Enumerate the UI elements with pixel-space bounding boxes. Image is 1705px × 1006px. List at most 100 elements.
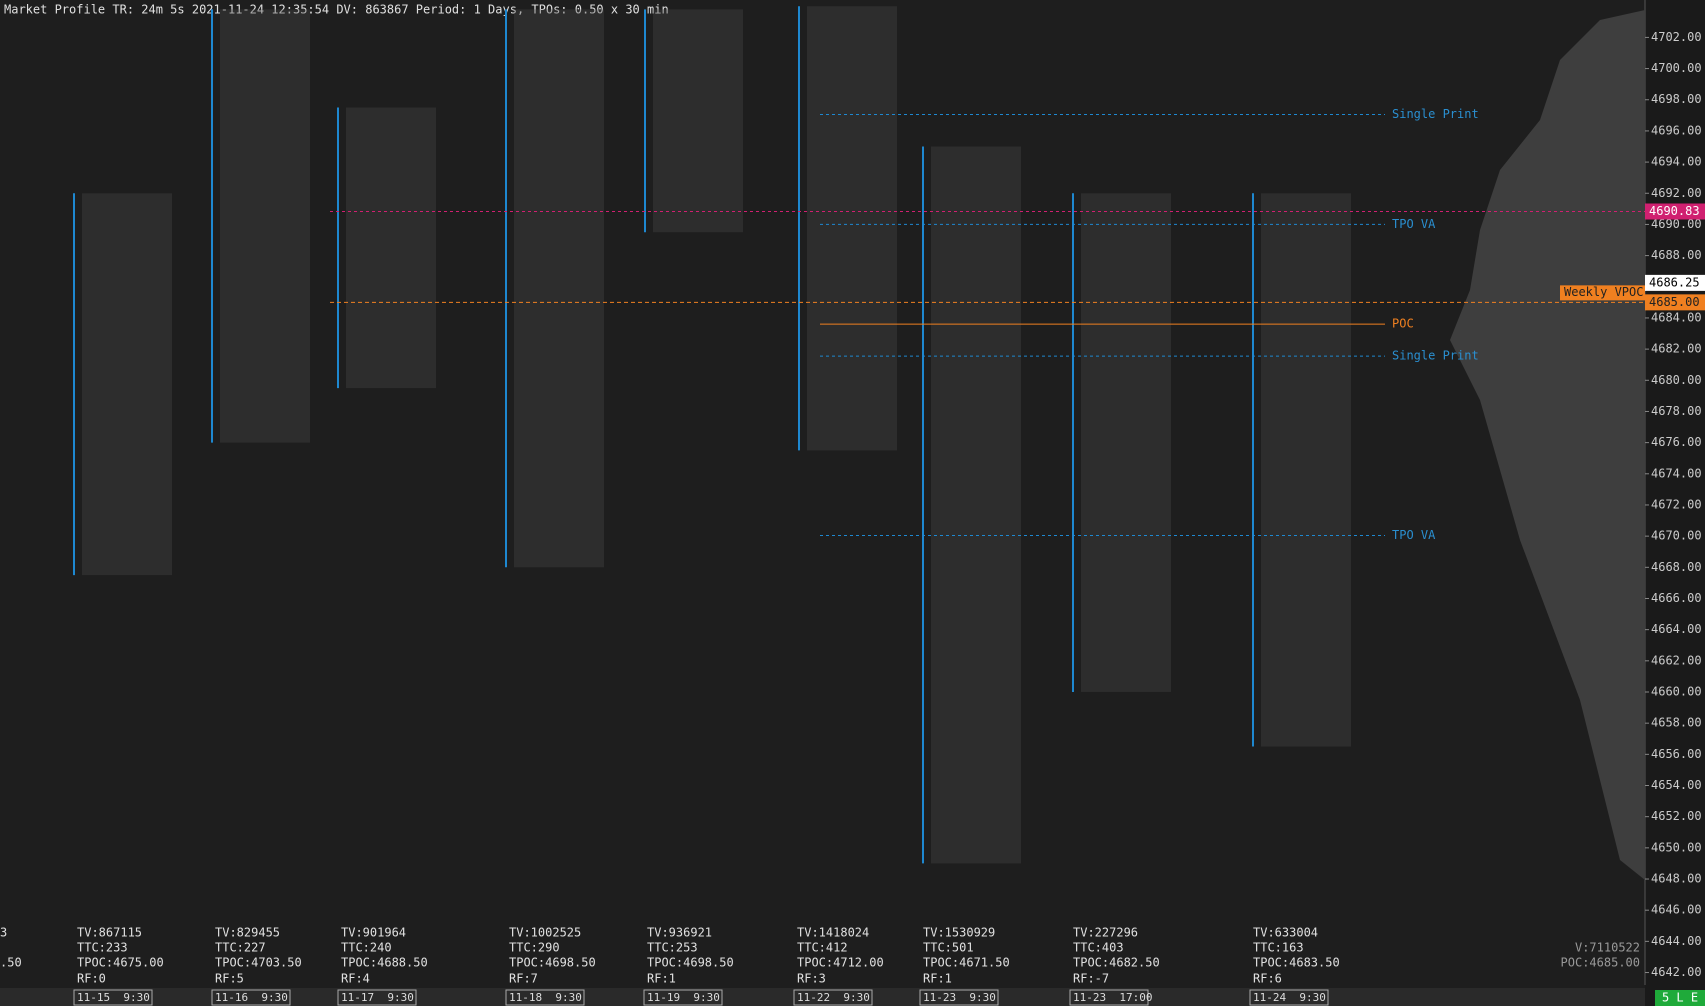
session-tv: TV:633004 (1253, 926, 1318, 940)
session-tv: TV:1418024 (797, 926, 869, 940)
date-box (337, 989, 417, 1006)
session-rf: RF:1 (647, 972, 676, 986)
session-tv: TV:936921 (647, 926, 712, 940)
session-rf: RF:3 (797, 972, 826, 986)
session-ttc: TTC:290 (509, 941, 560, 955)
session-tv: TV:1530929 (923, 926, 995, 940)
profile-body (653, 9, 743, 233)
tick-label: 4648.00 (1651, 872, 1702, 886)
profile-body (807, 6, 897, 451)
session-tv: TV:227296 (1073, 926, 1138, 940)
session-date: 11-16 9:30 (215, 991, 288, 1004)
tick-label: 4684.00 (1651, 310, 1702, 324)
profile-body (931, 146, 1021, 864)
weekly-vpoc-box (1645, 294, 1705, 311)
session-rf: RF:5 (215, 972, 244, 986)
tick-label: 4662.00 (1651, 653, 1702, 667)
session-ttc: TTC:240 (341, 941, 392, 955)
partial-tv: 3 (0, 926, 7, 940)
current-price: 4686.25 (1649, 275, 1700, 289)
tick-label: 4660.00 (1651, 684, 1702, 698)
tick-label: 4672.00 (1651, 497, 1702, 511)
annotation-label: POC (1392, 317, 1414, 331)
status: 5 L E (1662, 991, 1698, 1005)
session-rf: RF:-7 (1073, 972, 1109, 986)
profile-body (346, 107, 436, 389)
annotation-label: TPO VA (1392, 217, 1436, 231)
session-date: 11-23 9:30 (923, 991, 996, 1004)
session-tpoc: TPOC:4671.50 (923, 956, 1010, 970)
profile-body (1261, 193, 1351, 747)
date-box (793, 989, 873, 1006)
date-box (1069, 989, 1149, 1006)
weekly-vpoc-price: 4685.00 (1649, 295, 1700, 309)
tick-label: 4664.00 (1651, 622, 1702, 636)
tick-label: 4658.00 (1651, 716, 1702, 730)
session-date: 11-19 9:30 (647, 991, 720, 1004)
session-date: 11-15 9:30 (77, 991, 150, 1004)
tick-label: 4678.00 (1651, 404, 1702, 418)
session-rf: RF:0 (77, 972, 106, 986)
date-box (73, 989, 153, 1006)
session-tpoc: TPOC:4712.00 (797, 956, 884, 970)
profile-body (514, 9, 604, 568)
session-tpoc: TPOC:4703.50 (215, 956, 302, 970)
price-axis-bg (1645, 0, 1705, 1006)
composite-volume (1450, 10, 1645, 880)
current-price-box (1645, 274, 1705, 291)
date-bar (0, 988, 1645, 1006)
session-date: 11-18 9:30 (509, 991, 582, 1004)
annotation-label: Single Print (1392, 349, 1479, 363)
tick-label: 4688.00 (1651, 248, 1702, 262)
session-rf: RF:1 (923, 972, 952, 986)
session-tpoc: TPOC:4682.50 (1073, 956, 1160, 970)
session-tv: TV:1002525 (509, 926, 581, 940)
session-ttc: TTC:403 (1073, 941, 1124, 955)
date-box (643, 989, 723, 1006)
tick-label: 4644.00 (1651, 934, 1702, 948)
tick-label: 4654.00 (1651, 778, 1702, 792)
tick-label: 4694.00 (1651, 155, 1702, 169)
session-tv: TV:829455 (215, 926, 280, 940)
weekly-vah-price: 4690.83 (1649, 204, 1700, 218)
session-date: 11-22 9:30 (797, 991, 870, 1004)
tick-label: 4670.00 (1651, 529, 1702, 543)
tick-label: 4690.00 (1651, 217, 1702, 231)
session-tpoc: TPOC:4698.50 (647, 956, 734, 970)
total-poc: POC:4685.00 (1561, 956, 1640, 970)
session-ttc: TTC:253 (647, 941, 698, 955)
tick-label: 4700.00 (1651, 61, 1702, 75)
session-tpoc: TPOC:4698.50 (509, 956, 596, 970)
session-rf: RF:4 (341, 972, 370, 986)
total-volume: V:7110522 (1575, 941, 1640, 955)
tick-label: 4676.00 (1651, 435, 1702, 449)
session-ttc: TTC:233 (77, 941, 128, 955)
profile-body (220, 9, 310, 443)
session-ttc: TTC:227 (215, 941, 266, 955)
tick-label: 4702.00 (1651, 30, 1702, 44)
status-box (1655, 990, 1705, 1006)
tick-label: 4680.00 (1651, 373, 1702, 387)
session-tv: TV:867115 (77, 926, 142, 940)
tick-label: 4666.00 (1651, 591, 1702, 605)
session-date: 11-17 9:30 (341, 991, 414, 1004)
date-box (505, 989, 585, 1006)
tick-label: 4646.00 (1651, 903, 1702, 917)
profile-body (82, 193, 172, 576)
profile-body (1081, 193, 1171, 692)
annotation-label: TPO VA (1392, 528, 1436, 542)
weekly-vah-box (1645, 203, 1705, 220)
tick-label: 4650.00 (1651, 840, 1702, 854)
session-date: 11-23 17:00 (1073, 991, 1152, 1004)
tick-label: 4698.00 (1651, 92, 1702, 106)
tick-label: 4696.00 (1651, 123, 1702, 137)
tick-label: 4668.00 (1651, 560, 1702, 574)
weekly-vpoc-tag (1560, 285, 1645, 301)
tick-label: 4642.00 (1651, 965, 1702, 979)
session-ttc: TTC:163 (1253, 941, 1304, 955)
date-box (919, 989, 999, 1006)
session-ttc: TTC:501 (923, 941, 974, 955)
